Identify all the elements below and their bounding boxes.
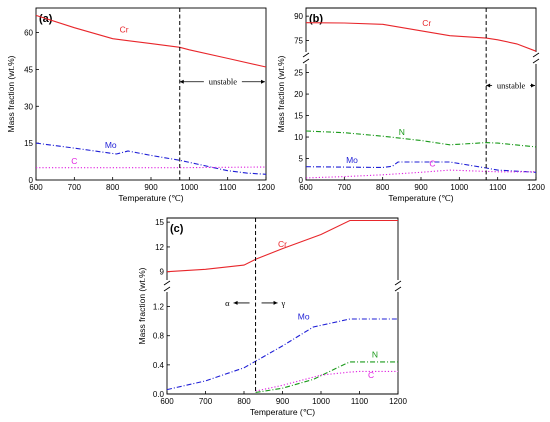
phase-arrow-left-head <box>233 300 238 305</box>
plot-frame-upper <box>166 217 399 280</box>
y-tick-label: 0 <box>299 176 304 185</box>
y-tick-label: 0.0 <box>153 390 165 399</box>
series-label-cr: Cr <box>422 18 431 28</box>
x-tick-label: 800 <box>376 183 390 192</box>
x-tick-label: 900 <box>414 183 428 192</box>
plot-frame-upper <box>305 7 537 52</box>
x-tick-label: 700 <box>199 397 213 406</box>
x-axis-title: Temperature (℃) <box>118 193 183 203</box>
axis-break-mark <box>532 52 540 58</box>
series-line-n <box>255 361 398 394</box>
x-tick-label: 1000 <box>312 397 330 406</box>
x-tick-label: 600 <box>160 397 174 406</box>
y-axis-title: Mass fraction (wt.%) <box>276 55 286 132</box>
x-axis-title: Temperature (℃) <box>388 193 453 203</box>
y-tick-label: 10 <box>294 133 303 142</box>
series-label-mo: Mo <box>346 155 358 165</box>
y-tick-label: 15 <box>24 139 33 148</box>
x-tick-label: 1000 <box>180 183 198 192</box>
series-line-cr <box>305 22 537 52</box>
phase-alpha-label: α <box>225 298 230 308</box>
y-tick-label: 20 <box>294 90 303 99</box>
x-tick-label: 1200 <box>389 397 407 406</box>
x-axis-title: Temperature (℃) <box>250 407 315 417</box>
arrow-head-right <box>531 83 535 88</box>
series-line-cr <box>35 14 267 68</box>
y-tick-label: 45 <box>24 65 33 74</box>
x-tick-label: 600 <box>29 183 43 192</box>
panel-a: 600 700 800 900 1000 1100 1200 0 15 30 45 60 Tempera… <box>6 7 275 203</box>
phase-gamma-label: γ <box>281 298 286 308</box>
x-tick-label: 800 <box>237 397 251 406</box>
y-tick-label: 15 <box>294 112 303 121</box>
arrow-head-left <box>179 79 184 84</box>
series-label-c: C <box>429 158 435 168</box>
y-tick-label: 15 <box>155 218 164 227</box>
y-tick-label: 0 <box>29 176 34 185</box>
arrow-head-right <box>261 79 265 84</box>
series-line-n <box>305 130 537 148</box>
arrow-head-left <box>486 83 491 88</box>
y-tick-label: 0.8 <box>153 332 165 341</box>
series-line-mo <box>35 142 267 175</box>
y-axis-title: Mass fraction (wt.%) <box>137 267 147 344</box>
panel-label: (b) <box>309 13 323 25</box>
x-tick-label: 900 <box>144 183 158 192</box>
series-line-c <box>36 166 267 169</box>
x-tick-label: 900 <box>276 397 290 406</box>
panel-c: 600 700 800 900 1000 1100 1200 9 12 15 0.0 0.4 0.8 1.… <box>137 217 407 417</box>
axis-break-mark <box>302 52 310 58</box>
y-axis-title: Mass fraction (wt.%) <box>6 55 16 132</box>
unstable-label: unstable <box>209 77 238 87</box>
y-tick-label: 1.2 <box>153 303 165 312</box>
x-tick-label: 700 <box>338 183 352 192</box>
axis-break-mark <box>394 286 402 292</box>
y-tick-label: 75 <box>294 37 303 46</box>
panel-label: (c) <box>170 223 184 235</box>
series-label-cr: Cr <box>278 239 287 249</box>
unstable-label: unstable <box>497 80 526 90</box>
axis-break-mark <box>163 286 171 292</box>
y-tick-label: 60 <box>24 29 33 38</box>
y-tick-label: 25 <box>294 69 303 78</box>
x-tick-label: 1100 <box>351 397 369 406</box>
axis-break-mark <box>302 58 310 64</box>
series-line-c <box>305 169 536 179</box>
x-tick-label: 1100 <box>489 183 507 192</box>
axis-break-mark <box>394 280 402 286</box>
y-tick-label: 5 <box>299 155 304 164</box>
series-label-n: N <box>372 350 378 360</box>
axis-break-mark <box>163 280 171 286</box>
x-tick-label: 1000 <box>450 183 468 192</box>
series-line-mo <box>305 161 537 173</box>
series-label-n: N <box>399 127 405 137</box>
y-tick-label: 12 <box>155 243 164 252</box>
series-label-mo: Mo <box>298 312 310 322</box>
x-tick-label: 600 <box>299 183 313 192</box>
series-line-c <box>255 370 398 392</box>
panel-b: 600 700 800 900 1000 1100 120075900510152025Te… <box>276 7 545 203</box>
series-label-c: C <box>368 370 374 380</box>
x-tick-label: 800 <box>106 183 120 192</box>
y-tick-label: 9 <box>160 268 165 277</box>
series-line-cr <box>166 219 398 273</box>
series-label-mo: Mo <box>105 140 117 150</box>
x-tick-label: 700 <box>68 183 82 192</box>
phase-arrow-right-head <box>273 300 278 305</box>
series-line-mo <box>166 318 398 391</box>
series-label-c: C <box>71 156 77 166</box>
axis-break-mark <box>532 58 540 64</box>
plot-frame <box>35 7 267 181</box>
series-label-cr: Cr <box>120 25 129 35</box>
y-tick-label: 0.4 <box>153 361 165 370</box>
x-tick-label: 1200 <box>257 183 275 192</box>
y-tick-label: 90 <box>294 12 303 21</box>
y-tick-label: 30 <box>24 102 33 111</box>
x-tick-label: 1100 <box>219 183 237 192</box>
x-tick-label: 1200 <box>527 183 545 192</box>
